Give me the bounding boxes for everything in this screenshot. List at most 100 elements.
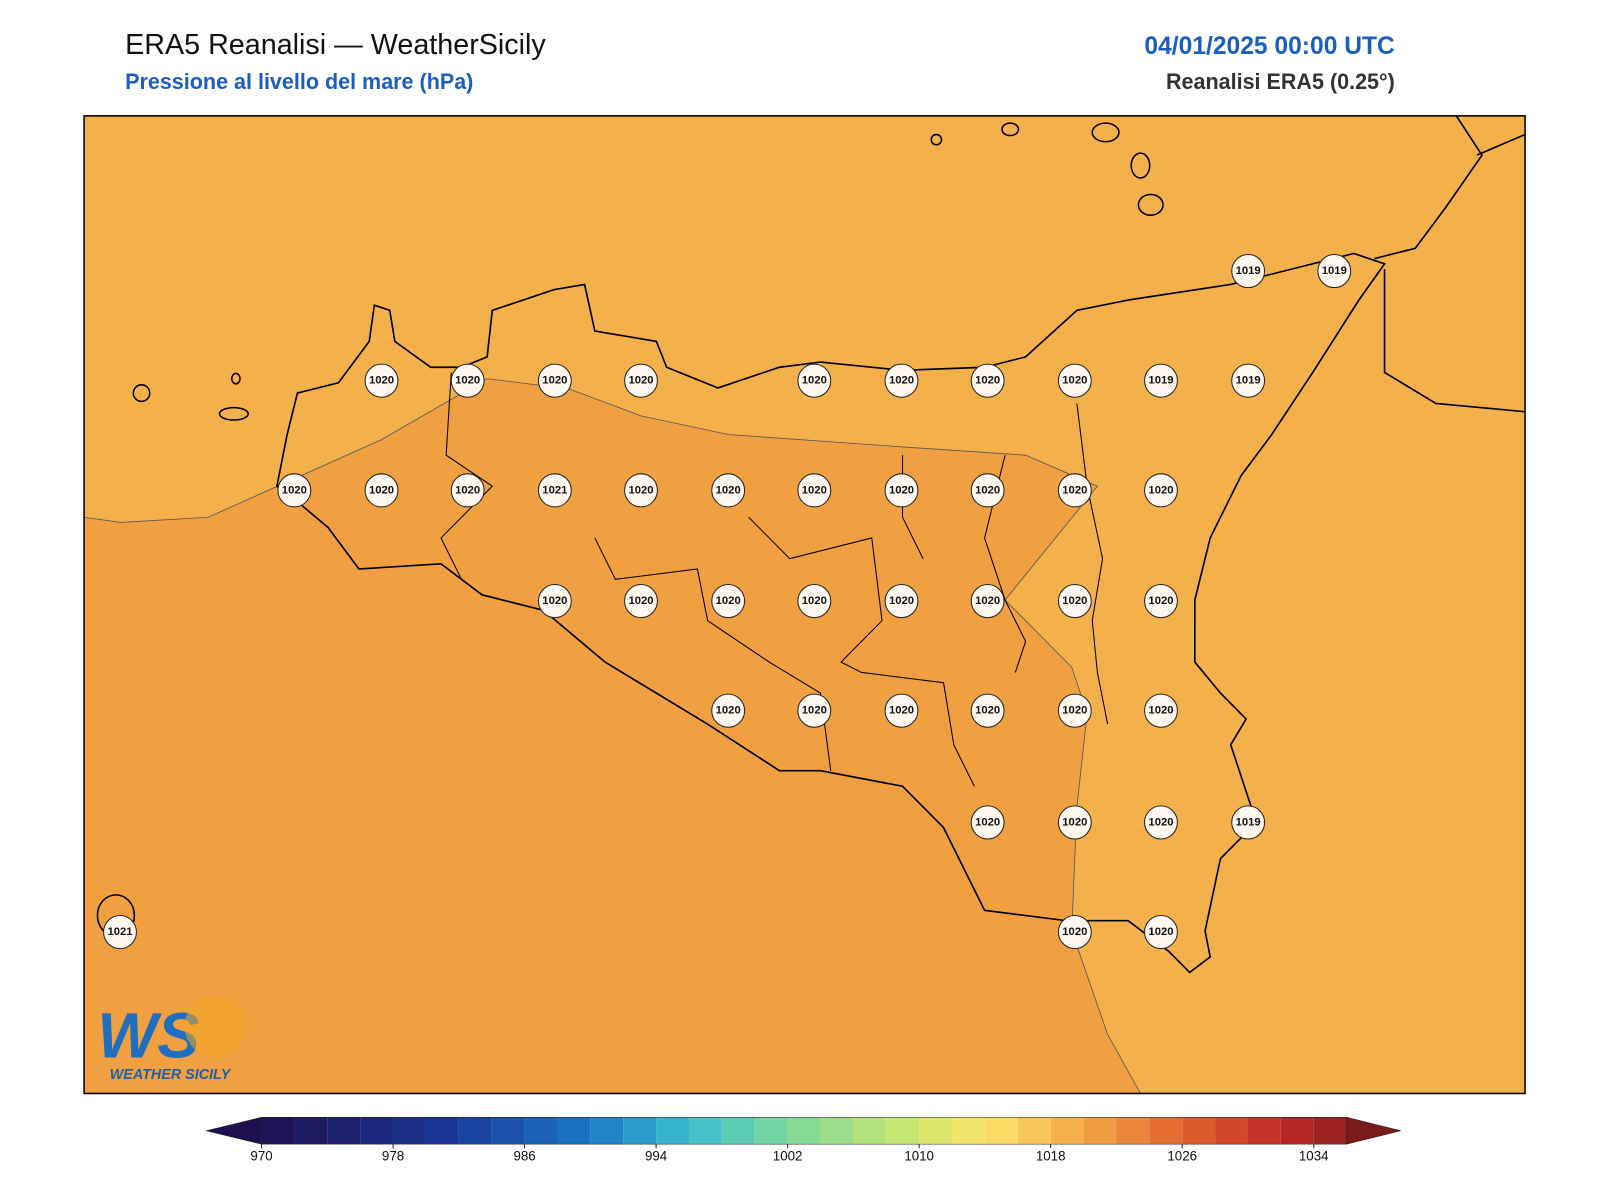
station-marker (1144, 583, 1178, 619)
station-marker (797, 583, 832, 619)
station-value: 1019 (1148, 375, 1173, 387)
date: 04/01/2025 00:00 UTC (1144, 33, 1395, 60)
calabria-coast (1374, 115, 1526, 413)
colorbar-swatch (1149, 1117, 1183, 1145)
station-marker (711, 583, 746, 619)
station-value: 1020 (542, 375, 567, 387)
station: 1020 (537, 583, 572, 619)
station: 1020 (797, 693, 832, 728)
station: 1020 (797, 583, 832, 619)
colorbar-swatch (688, 1117, 722, 1145)
station-value: 1020 (975, 705, 1000, 717)
station-value: 1020 (716, 595, 741, 607)
station: 1020 (970, 363, 1005, 398)
station-marker (364, 363, 399, 398)
station: 1020 (364, 473, 399, 508)
station: 1020 (970, 473, 1005, 508)
station-value: 1020 (542, 595, 567, 607)
station-marker (711, 473, 746, 508)
station-marker (884, 693, 919, 728)
station-marker (970, 805, 1005, 840)
colorbar-swatch (491, 1117, 525, 1145)
station: 1020 (970, 693, 1005, 728)
station: 1020 (1144, 583, 1178, 619)
station-marker (1057, 583, 1092, 619)
station-value: 1019 (1236, 265, 1261, 277)
colorbar-swatch (820, 1117, 854, 1145)
station: 1020 (1057, 805, 1092, 840)
station: 1020 (624, 363, 658, 398)
station: 1019 (1317, 253, 1352, 289)
colorbar-swatch (1215, 1117, 1248, 1145)
station-marker (970, 583, 1005, 619)
station-value: 1020 (455, 484, 480, 496)
colorbar-tick-label: 994 (645, 1149, 668, 1164)
colorbar-swatch (919, 1117, 953, 1145)
station-marker (624, 583, 658, 619)
field-dark (84, 378, 1141, 1094)
station-value: 1020 (716, 484, 741, 496)
station: 1020 (537, 363, 572, 398)
colorbar-swatch (261, 1117, 295, 1145)
colorbar-swatch (1050, 1117, 1084, 1145)
station-value: 1020 (802, 705, 827, 717)
station: 1021 (537, 473, 572, 508)
source: Reanalisi ERA5 (0.25°) (1166, 69, 1395, 94)
station-value: 1020 (628, 595, 653, 607)
colorbar-swatch (1247, 1117, 1281, 1145)
colorbar-swatch (1280, 1117, 1314, 1145)
station: 1020 (450, 363, 485, 398)
colorbar-swatch (1083, 1117, 1117, 1145)
colorbar-swatch (524, 1117, 558, 1145)
station-marker (1057, 363, 1092, 398)
station-value: 1020 (1062, 926, 1087, 938)
station-value: 1020 (1062, 375, 1087, 387)
station-value: 1019 (1236, 816, 1261, 828)
islands (96, 122, 1164, 937)
station: 1020 (711, 583, 746, 619)
station: 1020 (970, 583, 1005, 619)
station-marker (711, 693, 746, 728)
station: 1020 (884, 583, 919, 619)
station-value: 1020 (889, 484, 914, 496)
station: 1020 (884, 693, 919, 728)
station-marker (884, 363, 919, 398)
station-value: 1020 (889, 595, 914, 607)
colorbar-swatch (590, 1117, 624, 1145)
station-value: 1020 (802, 375, 827, 387)
station: 1020 (1144, 473, 1178, 508)
colorbar-tick-label: 986 (513, 1149, 535, 1164)
station-marker (537, 363, 572, 398)
colorbar-swatch (952, 1117, 985, 1145)
station: 1020 (1057, 915, 1092, 950)
province-borders (440, 372, 1109, 787)
station-value: 1020 (1148, 484, 1173, 496)
station: 1020 (1144, 805, 1178, 840)
station-value: 1020 (455, 375, 480, 387)
station-marker (884, 473, 919, 508)
station-marker (1231, 363, 1266, 398)
coastline (276, 252, 1386, 974)
map-figure: ERA5 Reanalisi — WeatherSicily Pressione… (83, 29, 1526, 1164)
station-marker (884, 583, 919, 619)
colorbar-swatch (886, 1117, 920, 1145)
station-value: 1020 (1148, 816, 1173, 828)
station-labels: 1019 1019 1020 1020 1020 1020 1020 1020 1020 1020… (103, 253, 1352, 950)
colorbar-tick-label: 1010 (904, 1149, 934, 1164)
station-value: 1020 (1062, 705, 1087, 717)
colorbar-swatch (1017, 1117, 1051, 1145)
colorbar-swatch (1182, 1117, 1216, 1145)
station-value: 1020 (369, 375, 394, 387)
station-marker (797, 363, 832, 398)
station-value: 1020 (1062, 595, 1087, 607)
station-value: 1020 (1062, 484, 1087, 496)
station-value: 1020 (628, 375, 653, 387)
station-value: 1021 (542, 484, 567, 496)
station-marker (1144, 915, 1178, 950)
station: 1020 (624, 583, 658, 619)
station-value: 1020 (975, 595, 1000, 607)
station-marker (450, 363, 485, 398)
station-marker (797, 693, 832, 728)
station-marker (537, 473, 572, 508)
